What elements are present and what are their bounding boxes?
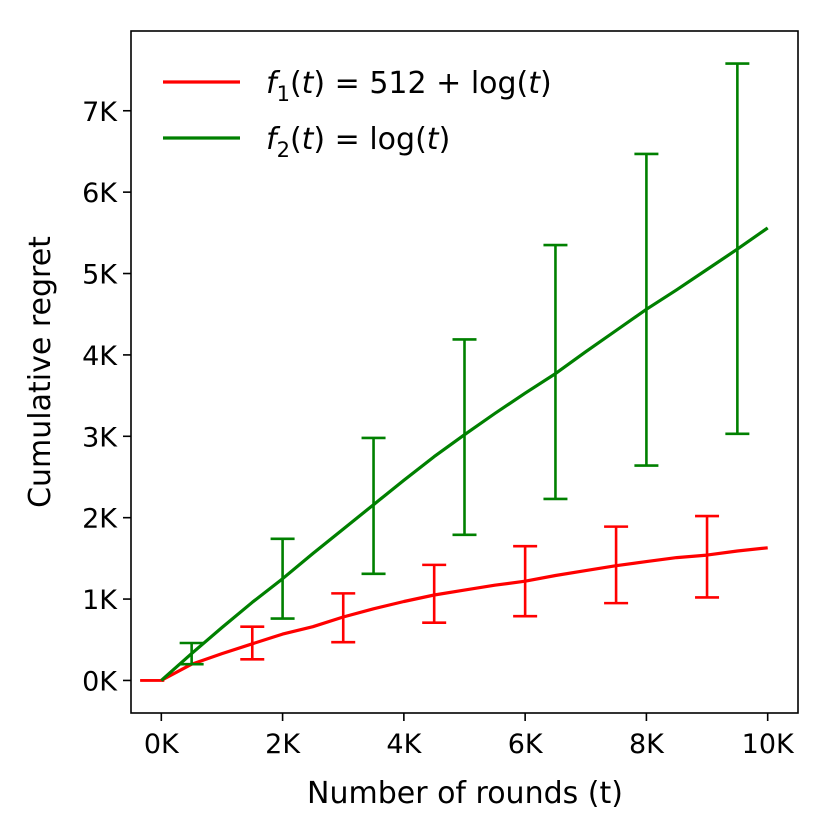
- x-tick-label: 8K: [629, 729, 665, 760]
- errorbar-f1-5: [604, 525, 629, 605]
- errorbar-f2-1: [270, 537, 295, 620]
- x-tick-label: 4K: [386, 729, 422, 760]
- errorbar-f2-2: [361, 436, 386, 576]
- plot-layer: [140, 62, 769, 682]
- legend-label-f1: f1(t) = 512 + log(t): [266, 66, 552, 106]
- y-tick-label: 4K: [82, 341, 118, 372]
- errorbar-f2-4: [543, 243, 568, 501]
- errorbar-f1-3: [422, 563, 447, 624]
- plot-frame: [130, 30, 799, 714]
- series-line-f1: [160, 546, 768, 682]
- y-tick-label: 1K: [82, 585, 118, 616]
- errorbar-f2-0: [179, 641, 204, 666]
- legend: f1(t) = 512 + log(t) f2(t) = log(t): [163, 66, 552, 162]
- axes-layer: 0K 2K 4K 6K 8K 10K 0K 1K 2K 3K 4K 5K 6K 7K: [82, 97, 795, 760]
- x-axis-title: Number of rounds (t): [307, 776, 623, 811]
- errorbar-f1-4: [513, 544, 538, 618]
- errorbar-f2-5: [634, 152, 659, 467]
- legend-label-f2: f2(t) = log(t): [266, 122, 450, 162]
- y-axis-title: Cumulative regret: [23, 236, 58, 508]
- y-tick-label: 3K: [82, 422, 118, 453]
- errorbar-f2-6: [725, 62, 750, 436]
- errorbar-f2-3: [452, 338, 477, 537]
- x-tick-label: 2K: [265, 729, 301, 760]
- errorbar-f1-6: [695, 514, 720, 599]
- x-tick-label: 10K: [742, 729, 795, 760]
- y-tick-label: 2K: [82, 504, 118, 535]
- y-tick-label: 6K: [82, 178, 118, 209]
- errorbar-f1-1: [240, 625, 265, 661]
- x-tick-label: 0K: [144, 729, 180, 760]
- y-tick-label: 7K: [82, 97, 118, 128]
- y-tick-label: 5K: [82, 260, 118, 291]
- x-tick-label: 6K: [508, 729, 544, 760]
- errorbar-f1-2: [331, 592, 356, 644]
- y-tick-label: 0K: [82, 666, 118, 697]
